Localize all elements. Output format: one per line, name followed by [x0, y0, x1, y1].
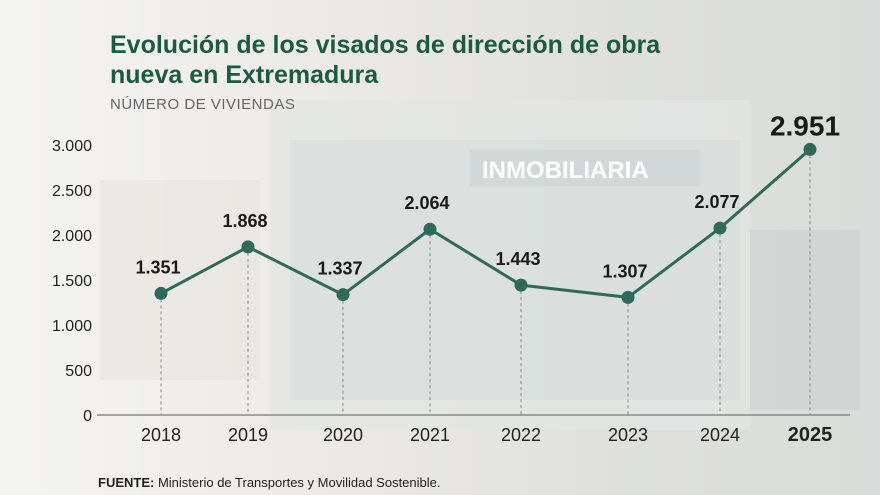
source-note: FUENTE: Ministerio de Transportes y Movi… [98, 475, 441, 490]
data-label: 1.337 [317, 259, 362, 279]
data-point [154, 286, 168, 300]
source-label: FUENTE: [98, 475, 155, 490]
data-point [514, 278, 528, 292]
source-text: Ministerio de Transportes y Movilidad So… [157, 475, 441, 490]
x-tick-label: 2022 [501, 425, 541, 445]
y-tick-label: 1.000 [52, 318, 92, 335]
data-label: 1.868 [222, 211, 267, 231]
data-point [423, 222, 437, 236]
data-point [803, 142, 817, 156]
y-tick-label: 0 [83, 408, 92, 425]
data-label: 1.307 [602, 261, 647, 281]
y-tick-label: 2.000 [52, 228, 92, 245]
y-tick-label: 2.500 [52, 183, 92, 200]
x-tick-label: 2025 [788, 424, 833, 446]
data-label: 2.951 [770, 110, 840, 141]
x-tick-label: 2023 [608, 425, 648, 445]
y-tick-label: 500 [65, 363, 92, 380]
data-point [336, 288, 350, 302]
x-tick-label: 2021 [410, 425, 450, 445]
series-line [160, 148, 811, 299]
x-tick-label: 2018 [141, 425, 181, 445]
y-tick-label: 1.500 [52, 273, 92, 290]
data-point [241, 240, 255, 254]
chart-header: Evolución de los visados de dirección de… [110, 30, 670, 114]
x-tick-label: 2024 [700, 425, 740, 445]
x-tick-label: 2020 [323, 425, 363, 445]
data-point [621, 290, 635, 304]
data-label: 1.443 [495, 249, 540, 269]
y-tick-label: 3.000 [52, 138, 92, 155]
chart-title: Evolución de los visados de dirección de… [110, 31, 661, 89]
data-label: 1.351 [135, 257, 180, 277]
chart-subtitle: NÚMERO DE VIVIENDAS [110, 96, 296, 113]
data-point [713, 221, 727, 235]
data-label: 2.064 [404, 193, 449, 213]
x-tick-label: 2019 [228, 425, 268, 445]
data-label: 2.077 [694, 192, 739, 212]
